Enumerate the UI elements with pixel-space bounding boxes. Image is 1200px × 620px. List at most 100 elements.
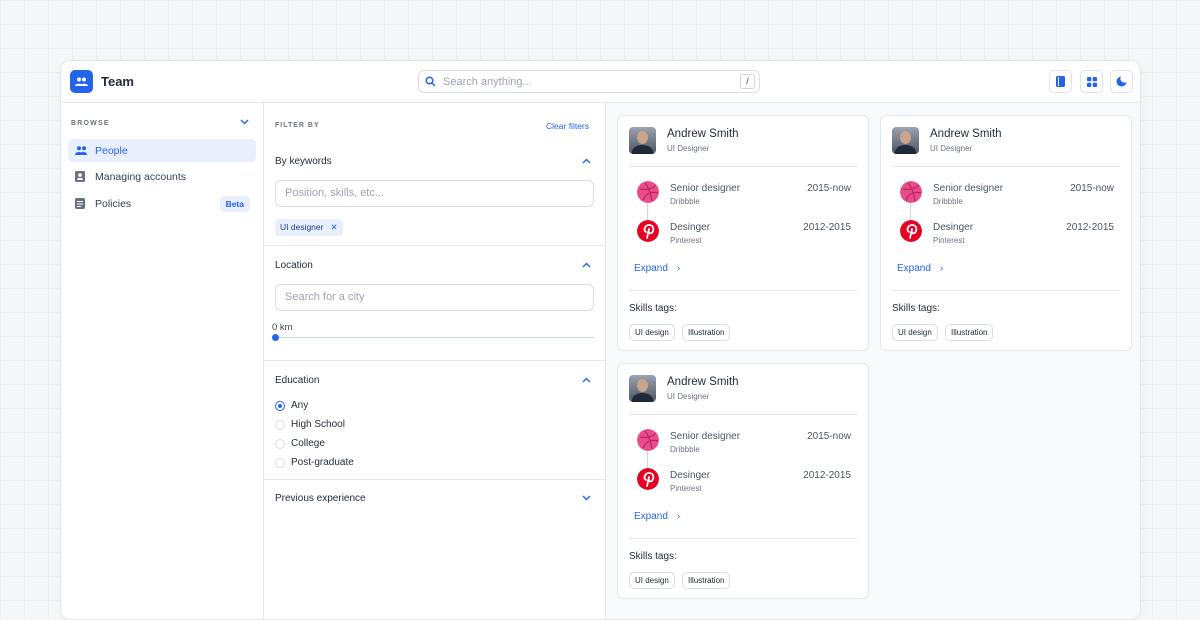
chevron-up-icon[interactable]	[582, 262, 591, 268]
chip-label: UI designer	[280, 222, 324, 232]
sidebar: BROWSE People Managing accounts Policies…	[61, 103, 264, 619]
sidebar-item-label: Policies	[95, 197, 132, 210]
skills-label: Skills tags:	[892, 303, 940, 314]
job-title: Desinger	[670, 470, 711, 481]
job-title: Desinger	[933, 222, 974, 233]
divider	[629, 414, 857, 415]
radio-label: College	[291, 438, 325, 449]
radio-high-school[interactable]: High School	[275, 419, 345, 430]
divider	[892, 166, 1120, 167]
results-area: Andrew Smith UI Designer Senior designer…	[606, 103, 1140, 619]
job-title: Desinger	[670, 222, 711, 233]
city-input[interactable]: Search for a city	[275, 284, 594, 311]
skills-label: Skills tags:	[629, 551, 677, 562]
expand-link[interactable]: Expand ›	[634, 511, 680, 522]
people-icon	[75, 146, 87, 155]
search-input[interactable]: Search anything... /	[418, 70, 760, 93]
chevron-up-icon[interactable]	[582, 377, 591, 383]
dribbble-icon	[637, 429, 659, 451]
radio-any[interactable]: Any	[275, 400, 308, 411]
moon-icon	[1116, 76, 1127, 87]
keywords-input[interactable]: Position, skills, etc...	[275, 180, 594, 207]
person-role: UI Designer	[667, 144, 710, 153]
close-icon[interactable]: ✕	[330, 222, 338, 232]
distance-slider-track[interactable]	[275, 337, 594, 338]
sidebar-item-label: Managing accounts	[95, 170, 187, 183]
pinterest-icon	[900, 220, 922, 242]
job-company: Pinterest	[933, 236, 965, 245]
job-company: Dribbble	[670, 197, 700, 206]
avatar	[629, 127, 656, 154]
job-company: Pinterest	[670, 236, 702, 245]
book-button[interactable]	[1049, 70, 1072, 93]
shortcut-key: /	[740, 74, 755, 89]
job-dates: 2012-2015	[1066, 222, 1114, 233]
keywords-label: By keywords	[275, 156, 332, 167]
timeline-line	[647, 203, 648, 221]
person-card: Andrew Smith UI Designer Senior designer…	[880, 115, 1132, 351]
chevron-right-icon: ›	[676, 263, 681, 274]
timeline-line	[647, 451, 648, 469]
avatar	[629, 375, 656, 402]
experience-label: Previous experience	[275, 493, 366, 504]
job-title: Senior designer	[670, 431, 741, 442]
location-section: Location Search for a city 0 km	[264, 246, 605, 361]
expand-link[interactable]: Expand ›	[634, 263, 680, 274]
job-title: Senior designer	[933, 183, 1004, 194]
person-name: Andrew Smith	[930, 128, 1002, 140]
sidebar-item-policies[interactable]: Policies Beta	[68, 192, 256, 215]
skills-label: Skills tags:	[629, 303, 677, 314]
skill-tag: Illustration	[682, 572, 731, 589]
divider	[892, 290, 1120, 291]
job-company: Dribbble	[670, 445, 700, 454]
divider	[629, 290, 857, 291]
app-window: Team Search anything... / BROWSE People …	[60, 60, 1141, 620]
education-label: Education	[275, 375, 320, 386]
keywords-section: By keywords Position, skills, etc... UI …	[264, 143, 605, 246]
avatar	[892, 127, 919, 154]
expand-label: Expand	[897, 263, 931, 274]
chevron-down-icon[interactable]	[582, 495, 591, 501]
job-dates: 2015-now	[807, 431, 851, 442]
account-badge-icon	[75, 171, 87, 182]
pinterest-icon	[637, 468, 659, 490]
job-dates: 2015-now	[1070, 183, 1114, 194]
skill-tag: Illustration	[682, 324, 731, 341]
person-role: UI Designer	[930, 144, 973, 153]
radio-label: High School	[291, 419, 345, 430]
team-logo-icon	[70, 70, 93, 93]
expand-label: Expand	[634, 263, 668, 274]
location-label: Location	[275, 260, 313, 271]
skill-tag: Illustration	[945, 324, 994, 341]
dribbble-icon	[900, 181, 922, 203]
grid-view-button[interactable]	[1080, 70, 1103, 93]
pinterest-icon	[637, 220, 659, 242]
job-title: Senior designer	[670, 183, 741, 194]
sidebar-item-people[interactable]: People	[68, 139, 256, 162]
app-title: Team	[101, 74, 134, 89]
sidebar-item-label: People	[95, 144, 128, 157]
expand-link[interactable]: Expand ›	[897, 263, 943, 274]
search-placeholder: Search anything...	[443, 75, 532, 88]
sidebar-item-managing-accounts[interactable]: Managing accounts	[68, 165, 256, 188]
distance-slider-handle[interactable]	[272, 334, 279, 341]
radio-label: Post-graduate	[291, 457, 354, 468]
experience-section[interactable]: Previous experience	[264, 480, 605, 520]
clear-filters-link[interactable]: Clear filters	[546, 121, 589, 131]
header: Team Search anything... /	[61, 61, 1140, 103]
chevron-down-icon[interactable]	[240, 119, 249, 125]
search-icon	[425, 76, 436, 87]
job-company: Dribbble	[933, 197, 963, 206]
education-section: Education Any High School College Post-g…	[264, 361, 605, 480]
dark-mode-button[interactable]	[1110, 70, 1133, 93]
chevron-right-icon: ›	[939, 263, 944, 274]
chevron-up-icon[interactable]	[582, 158, 591, 164]
job-dates: 2015-now	[807, 183, 851, 194]
radio-college[interactable]: College	[275, 438, 325, 449]
browse-heading: BROWSE	[71, 120, 110, 127]
person-role: UI Designer	[667, 392, 710, 401]
grid-icon	[1086, 76, 1097, 87]
book-icon	[1056, 76, 1065, 87]
radio-post-graduate[interactable]: Post-graduate	[275, 457, 354, 468]
beta-badge: Beta	[219, 196, 250, 212]
